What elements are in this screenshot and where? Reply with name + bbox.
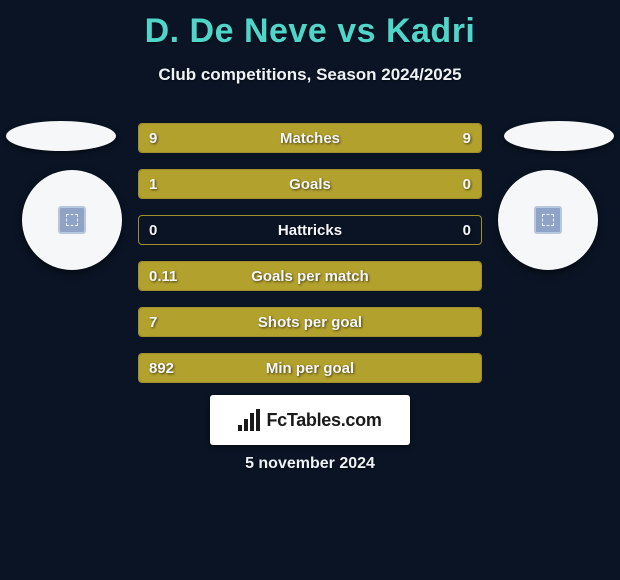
- bar-value-right: 0: [463, 170, 471, 199]
- bar-label: Min per goal: [139, 354, 481, 383]
- stat-row: 0.11Goals per match: [138, 261, 482, 291]
- bar-label: Matches: [139, 124, 481, 153]
- date-label: 5 november 2024: [0, 455, 620, 473]
- bar-label: Goals: [139, 170, 481, 199]
- logo-text: FcTables.com: [266, 410, 381, 431]
- club-badge-right: [498, 170, 598, 270]
- club-badge-left: [22, 170, 122, 270]
- bar-value-right: 0: [463, 216, 471, 245]
- bar-label: Goals per match: [139, 262, 481, 291]
- stat-row: 7Shots per goal: [138, 307, 482, 337]
- bar-value-right: 9: [463, 124, 471, 153]
- fctables-logo: FcTables.com: [210, 395, 410, 445]
- bar-label: Shots per goal: [139, 308, 481, 337]
- stat-row: 9Matches9: [138, 123, 482, 153]
- stat-row: 1Goals0: [138, 169, 482, 199]
- player-flag-left: [6, 121, 116, 151]
- player-flag-right: [504, 121, 614, 151]
- stat-row: 0Hattricks0: [138, 215, 482, 245]
- page-subtitle: Club competitions, Season 2024/2025: [0, 65, 620, 85]
- bar-label: Hattricks: [139, 216, 481, 245]
- stat-row: 892Min per goal: [138, 353, 482, 383]
- logo-bars-icon: [238, 409, 260, 431]
- comparison-bars: 9Matches91Goals00Hattricks00.11Goals per…: [138, 123, 482, 399]
- page-title: D. De Neve vs Kadri: [0, 0, 620, 51]
